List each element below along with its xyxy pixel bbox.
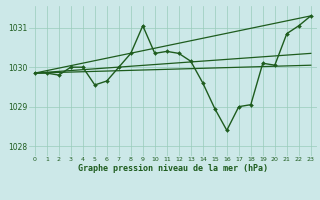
X-axis label: Graphe pression niveau de la mer (hPa): Graphe pression niveau de la mer (hPa) xyxy=(78,164,268,173)
